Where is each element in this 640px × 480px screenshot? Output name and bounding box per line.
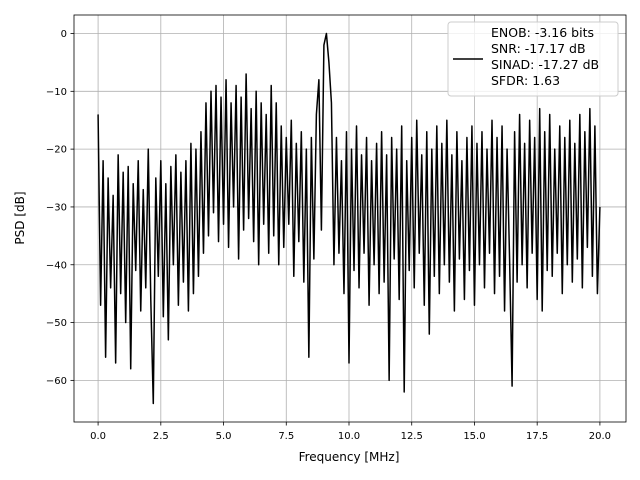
x-tick-label: 20.0 <box>589 431 611 442</box>
x-tick-label: 5.0 <box>216 431 232 442</box>
y-axis-label: PSD [dB] <box>13 191 27 244</box>
plot <box>97 32 601 405</box>
y-tick-label: −10 <box>46 87 67 98</box>
x-tick-label: 7.5 <box>278 431 294 442</box>
y-tick-label: −20 <box>46 145 67 156</box>
x-tick-label: 15.0 <box>463 431 485 442</box>
y-tick-label: −50 <box>46 318 67 329</box>
x-tick-label: 0.0 <box>90 431 106 442</box>
axes-frame <box>73 14 627 423</box>
legend-box <box>447 21 619 97</box>
y-tick-label: 0 <box>61 29 67 40</box>
series-line <box>97 32 601 405</box>
y-tick-label: −30 <box>46 202 67 213</box>
x-tick-label: 10.0 <box>338 431 360 442</box>
x-tick-label: 17.5 <box>526 431 548 442</box>
y-tick-label: −40 <box>46 260 67 271</box>
x-tick-label: 2.5 <box>153 431 169 442</box>
x-tick-label: 12.5 <box>401 431 423 442</box>
legend-label: ENOB: -3.16 bits SNR: -17.17 dB SINAD: -… <box>491 25 600 88</box>
x-axis-label: Frequency [MHz] <box>299 450 400 464</box>
y-tick-label: −60 <box>46 376 67 387</box>
